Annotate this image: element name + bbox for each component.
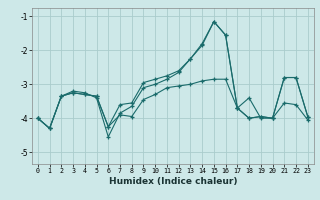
X-axis label: Humidex (Indice chaleur): Humidex (Indice chaleur) — [108, 177, 237, 186]
